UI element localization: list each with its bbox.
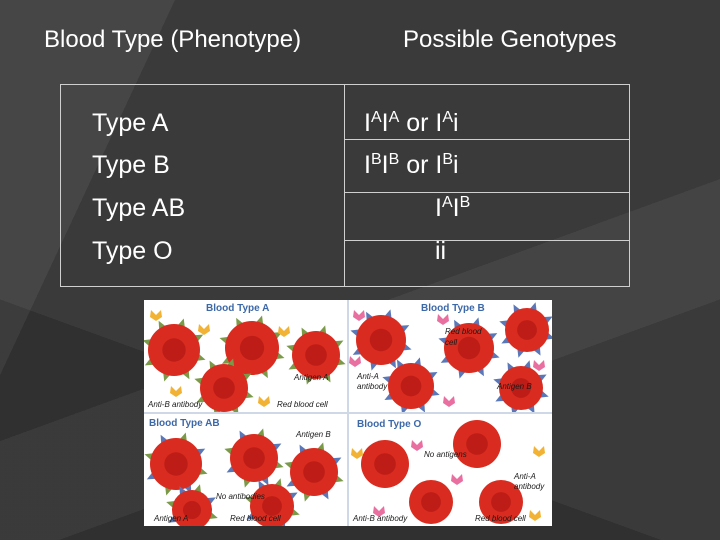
type-ab-antigen-b-label: Antigen B xyxy=(296,430,331,439)
type-ab-title: Blood Type AB xyxy=(149,418,220,429)
phenotype-type-a: Type A xyxy=(92,109,169,137)
genotype-type-o: ii xyxy=(435,237,447,265)
cell-center xyxy=(466,433,488,455)
phenotype-type-o: Type O xyxy=(92,237,173,265)
blood-type-table: Type A Type B Type AB Type O IAIA or IAi… xyxy=(60,84,630,287)
cell-center xyxy=(369,328,393,352)
cell-center xyxy=(239,335,265,361)
type-a-cell-label: Red blood cell xyxy=(277,400,328,409)
antibody-marker xyxy=(258,396,270,407)
type-a-antibody-label: Anti-B antibody xyxy=(148,400,203,409)
type-a-antigen-label: Antigen A xyxy=(294,373,329,382)
type-a-title: Blood Type A xyxy=(206,303,270,314)
phenotype-type-b: Type B xyxy=(92,151,170,179)
cell-center xyxy=(243,447,265,469)
type-b-cells xyxy=(349,302,552,412)
cell-center xyxy=(262,496,282,516)
table-row-divider xyxy=(344,139,629,140)
cell-center xyxy=(164,452,188,476)
antibody-marker xyxy=(170,386,182,397)
table-row-divider xyxy=(344,240,629,241)
type-ab-antibodies-label: No antibodies xyxy=(216,492,265,501)
antibody-marker xyxy=(150,310,162,321)
antibody-marker xyxy=(529,510,541,521)
type-o-cell-label: Red blood cell xyxy=(475,514,526,523)
antibody-marker xyxy=(349,356,361,367)
type-o-cells xyxy=(351,420,545,524)
quadrant-type-a: Blood Type A Antigen A Anti-B antibody R… xyxy=(144,300,347,412)
antibody-marker xyxy=(437,314,449,325)
type-o-antibody-b-label: Anti-B antibody xyxy=(353,514,408,523)
figure-horizontal-divider xyxy=(144,412,552,414)
cell-center xyxy=(162,338,186,362)
antibody-marker xyxy=(451,474,463,485)
type-o-antibody-a-label: Anti-A antibody xyxy=(514,472,545,491)
type-o-antigens-label: No antigens xyxy=(424,450,467,459)
type-b-antibody-label: Anti-A antibody xyxy=(357,372,388,391)
cell-center xyxy=(491,492,511,512)
antibody-marker xyxy=(351,448,363,459)
table-row-divider xyxy=(344,192,629,193)
antibody-marker xyxy=(278,326,290,337)
cell-center xyxy=(400,375,422,397)
type-b-cell-label: Red blood cell xyxy=(445,327,482,347)
cell-center xyxy=(457,336,481,360)
genotype-type-a: IAIA or IAi xyxy=(364,109,459,137)
antibody-marker xyxy=(533,360,545,371)
type-ab-cell-label: Red blood cell xyxy=(230,514,281,523)
blood-type-illustration: Blood Type A Antigen A Anti-B antibody R… xyxy=(144,300,552,526)
genotype-type-ab: IAIB xyxy=(435,194,471,222)
cell-center xyxy=(374,453,396,475)
quadrant-type-ab: Blood Type AB Antigen B No antibodies An… xyxy=(144,414,347,526)
type-a-cells xyxy=(144,310,346,412)
genotypes-header: Possible Genotypes xyxy=(403,26,617,53)
antibody-marker xyxy=(411,440,423,451)
type-ab-cells xyxy=(144,428,344,526)
phenotype-header: Blood Type (Phenotype) xyxy=(44,26,302,53)
cell-center xyxy=(421,492,441,512)
cell-center xyxy=(511,378,531,398)
table-column-divider xyxy=(344,85,345,286)
antibody-marker xyxy=(353,310,365,321)
cell-center xyxy=(517,320,537,340)
genotype-type-b: IBIB or IBi xyxy=(364,151,459,179)
type-o-title: Blood Type O xyxy=(357,419,422,430)
type-b-title: Blood Type B xyxy=(421,303,485,314)
quadrant-type-o: Blood Type O No antigens Anti-A antibody… xyxy=(349,414,552,526)
antibody-marker xyxy=(373,506,385,517)
antibody-marker xyxy=(443,396,455,407)
type-b-antigen-label: Antigen B xyxy=(497,382,532,391)
antibody-marker xyxy=(533,446,545,457)
quadrant-type-b: Blood Type B Red blood cell Anti-A antib… xyxy=(349,300,552,412)
cell-center xyxy=(305,344,327,366)
cell-center xyxy=(183,501,201,519)
type-ab-antigen-a-label: Antigen A xyxy=(154,514,189,523)
antibody-marker xyxy=(198,324,210,335)
phenotype-type-ab: Type AB xyxy=(92,194,186,222)
cell-center xyxy=(303,461,325,483)
cell-center xyxy=(213,377,235,399)
